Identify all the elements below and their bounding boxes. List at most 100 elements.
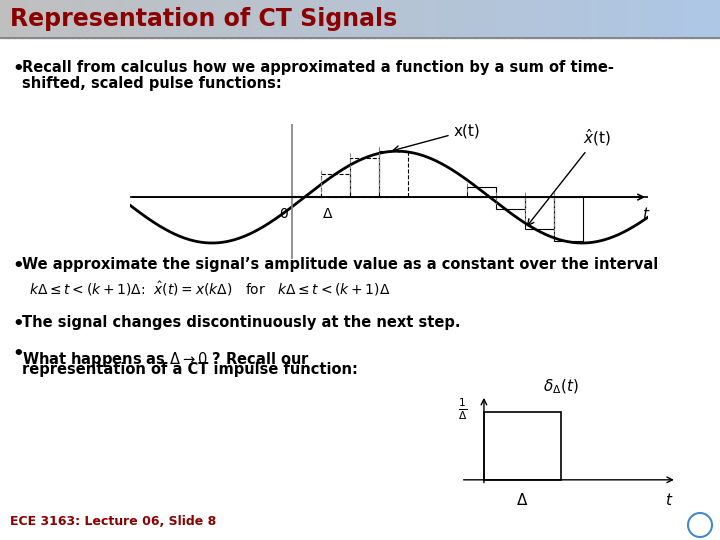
Text: $\Delta$: $\Delta$ xyxy=(516,492,528,508)
Bar xyxy=(691,0,699,38)
Bar xyxy=(554,0,562,38)
Bar xyxy=(50,0,58,38)
Text: What happens as $\Delta \rightarrow 0$ ? Recall our: What happens as $\Delta \rightarrow 0$ ?… xyxy=(22,349,310,369)
Bar xyxy=(338,0,346,38)
Bar xyxy=(180,0,188,38)
Bar xyxy=(379,151,408,197)
Bar xyxy=(158,0,166,38)
Bar xyxy=(662,0,670,38)
Bar xyxy=(497,0,505,38)
Bar xyxy=(547,0,555,38)
Bar xyxy=(360,0,368,38)
Bar xyxy=(130,0,138,38)
Bar xyxy=(259,0,267,38)
Bar xyxy=(382,0,390,38)
Bar xyxy=(655,0,663,38)
Bar xyxy=(115,0,123,38)
Bar xyxy=(58,0,66,38)
Text: The signal changes discontinuously at the next step.: The signal changes discontinuously at th… xyxy=(22,315,461,330)
Bar xyxy=(72,0,80,38)
Bar xyxy=(418,0,426,38)
Bar xyxy=(706,0,714,38)
Bar xyxy=(482,0,490,38)
Bar xyxy=(367,0,375,38)
Bar xyxy=(122,0,130,38)
Bar xyxy=(389,0,397,38)
Bar xyxy=(43,0,51,38)
Text: Recall from calculus how we approximated a function by a sum of time-: Recall from calculus how we approximated… xyxy=(22,60,614,75)
Bar xyxy=(108,0,116,38)
Bar xyxy=(495,197,525,210)
Bar xyxy=(598,0,606,38)
Bar xyxy=(454,0,462,38)
Bar xyxy=(292,196,320,197)
Bar xyxy=(252,0,260,38)
Bar xyxy=(14,0,22,38)
Bar xyxy=(562,0,570,38)
Bar xyxy=(583,0,591,38)
Bar xyxy=(518,0,526,38)
Text: $\delta_\Delta(t)$: $\delta_\Delta(t)$ xyxy=(544,377,579,396)
Bar xyxy=(245,0,253,38)
Bar xyxy=(202,0,210,38)
Text: x(t): x(t) xyxy=(393,123,480,152)
Bar xyxy=(353,0,361,38)
Bar xyxy=(281,0,289,38)
Bar xyxy=(533,0,541,38)
Bar xyxy=(468,0,476,38)
Bar xyxy=(439,0,447,38)
Bar xyxy=(22,0,30,38)
Bar xyxy=(475,0,483,38)
Text: $t$: $t$ xyxy=(665,492,673,508)
Bar xyxy=(526,0,534,38)
Bar xyxy=(612,0,620,38)
Text: $\frac{1}{\Delta}$: $\frac{1}{\Delta}$ xyxy=(458,396,467,422)
Bar xyxy=(540,0,548,38)
Bar xyxy=(302,0,310,38)
Bar xyxy=(230,0,238,38)
Bar xyxy=(187,0,195,38)
Bar xyxy=(484,412,561,480)
Text: t: t xyxy=(642,207,648,222)
Bar xyxy=(173,0,181,38)
Bar xyxy=(144,0,152,38)
Text: Representation of CT Signals: Representation of CT Signals xyxy=(10,7,397,31)
Bar xyxy=(0,0,8,38)
Bar xyxy=(331,0,339,38)
Bar xyxy=(36,0,44,38)
Bar xyxy=(525,197,554,229)
Bar xyxy=(410,0,418,38)
Bar xyxy=(137,0,145,38)
Text: representation of a CT impulse function:: representation of a CT impulse function: xyxy=(22,362,358,377)
Bar xyxy=(29,0,37,38)
Bar xyxy=(324,0,332,38)
Bar xyxy=(554,197,583,241)
Bar xyxy=(288,0,296,38)
Bar xyxy=(425,0,433,38)
Bar xyxy=(713,0,720,38)
Bar xyxy=(648,0,656,38)
Bar xyxy=(86,0,94,38)
Bar xyxy=(619,0,627,38)
Bar xyxy=(101,0,109,38)
Bar xyxy=(238,0,246,38)
Bar xyxy=(79,0,87,38)
Bar xyxy=(590,0,598,38)
Text: shifted, scaled pulse functions:: shifted, scaled pulse functions: xyxy=(22,76,282,91)
Bar xyxy=(432,0,440,38)
Bar xyxy=(94,0,102,38)
Bar xyxy=(274,0,282,38)
Bar xyxy=(698,0,706,38)
Bar xyxy=(374,0,382,38)
Bar xyxy=(634,0,642,38)
Bar xyxy=(310,0,318,38)
Bar xyxy=(151,0,159,38)
Text: 0: 0 xyxy=(279,207,288,221)
Bar xyxy=(626,0,634,38)
Bar xyxy=(605,0,613,38)
Text: $\hat{x}$(t): $\hat{x}$(t) xyxy=(528,127,611,225)
Text: •: • xyxy=(12,345,24,363)
Bar xyxy=(467,187,495,197)
Bar xyxy=(266,0,274,38)
Text: $k\Delta \leq t < (k+1)\Delta$:  $\hat{x}(t) = x(k\Delta)$   for   $k\Delta \leq: $k\Delta \leq t < (k+1)\Delta$: $\hat{x}… xyxy=(29,280,390,298)
